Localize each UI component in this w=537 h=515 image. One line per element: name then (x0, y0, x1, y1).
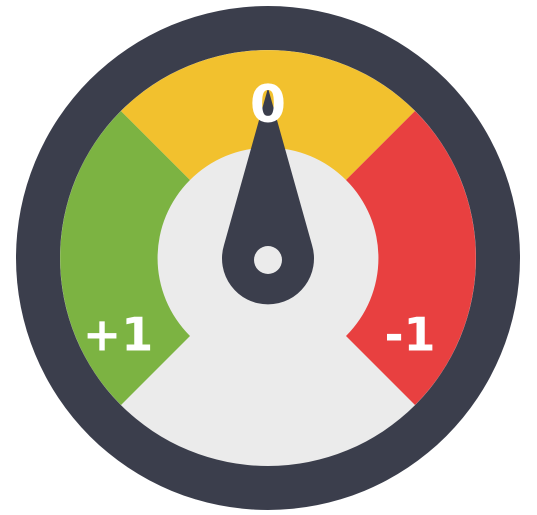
left-label: +1 (83, 308, 154, 362)
right-label: -1 (384, 308, 435, 362)
needle-pivot (254, 246, 282, 274)
top-label: 0 (250, 75, 286, 135)
gauge-icon: 0 +1 -1 (0, 0, 537, 515)
page: 0 +1 -1 (() => { const data = JSON.parse… (0, 0, 537, 515)
